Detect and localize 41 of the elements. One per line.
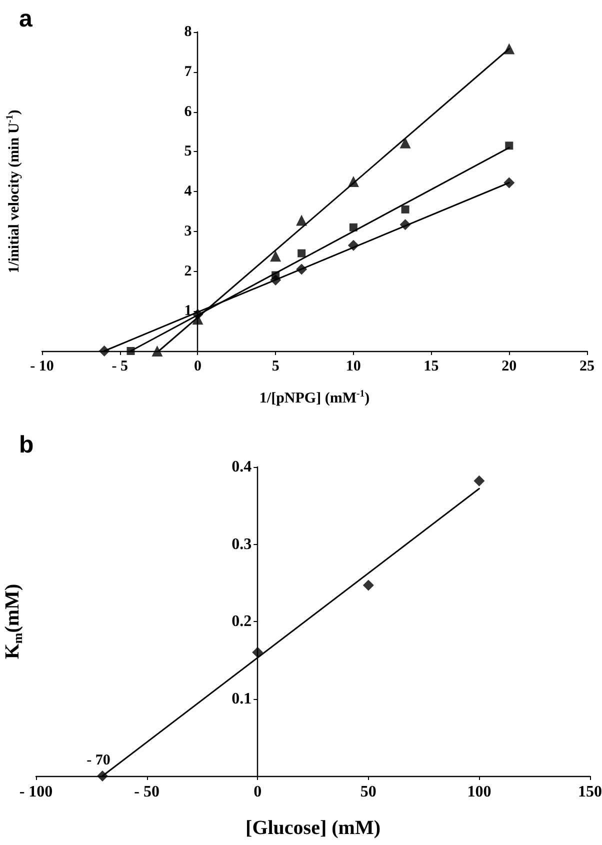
x-tick-label: 0 bbox=[194, 358, 202, 374]
x-tick-label: - 10 bbox=[30, 358, 54, 374]
y-tick-label: 1 bbox=[184, 303, 192, 320]
y-axis-title: Km(mM) bbox=[2, 584, 25, 660]
x-tick-label: 5 bbox=[272, 358, 280, 374]
chart-title: a bbox=[19, 6, 33, 32]
x-tick-label: 0 bbox=[254, 784, 262, 800]
y-tick-label: 3 bbox=[184, 223, 192, 240]
x-tick-label: - 5 bbox=[112, 358, 128, 374]
point bbox=[252, 646, 264, 658]
point bbox=[505, 142, 514, 150]
y-tick-label: 0.2 bbox=[232, 613, 252, 630]
x-tick-label: 15 bbox=[424, 358, 439, 374]
chart-title: b bbox=[19, 432, 34, 458]
x-tick-label: - 50 bbox=[134, 784, 160, 800]
point bbox=[400, 137, 411, 148]
y-tick-label: 0.4 bbox=[232, 458, 252, 476]
x-tick-label: 50 bbox=[360, 784, 376, 800]
x-tick-label: 150 bbox=[578, 784, 602, 800]
y-tick-label: 4 bbox=[184, 184, 192, 200]
y-tick-label: 7 bbox=[184, 64, 192, 80]
point bbox=[270, 250, 282, 262]
x-tick-label: 10 bbox=[346, 358, 361, 374]
x-tick-label: 100 bbox=[467, 784, 492, 800]
y-tick-label: 2 bbox=[184, 263, 192, 280]
y-axis-title: 1/initial velocity (min U-1) bbox=[4, 110, 22, 274]
x-tick-label: - 100 bbox=[19, 784, 53, 800]
point bbox=[152, 346, 163, 356]
y-tick-label: 8 bbox=[184, 24, 192, 40]
y-tick-label: 5 bbox=[184, 144, 192, 160]
x-tick-label: 25 bbox=[580, 358, 594, 374]
point bbox=[298, 249, 306, 258]
point bbox=[401, 205, 410, 214]
y-tick-label: 0.3 bbox=[232, 536, 252, 553]
x-axis-title: [Glucose] (mM) bbox=[246, 817, 380, 839]
y-tick-label: 0.1 bbox=[232, 690, 252, 708]
x-tick-label: 20 bbox=[502, 358, 517, 374]
point bbox=[362, 580, 374, 591]
point bbox=[474, 475, 485, 486]
y-tick-label: 6 bbox=[184, 104, 192, 120]
annotation: - 70 bbox=[86, 752, 110, 768]
